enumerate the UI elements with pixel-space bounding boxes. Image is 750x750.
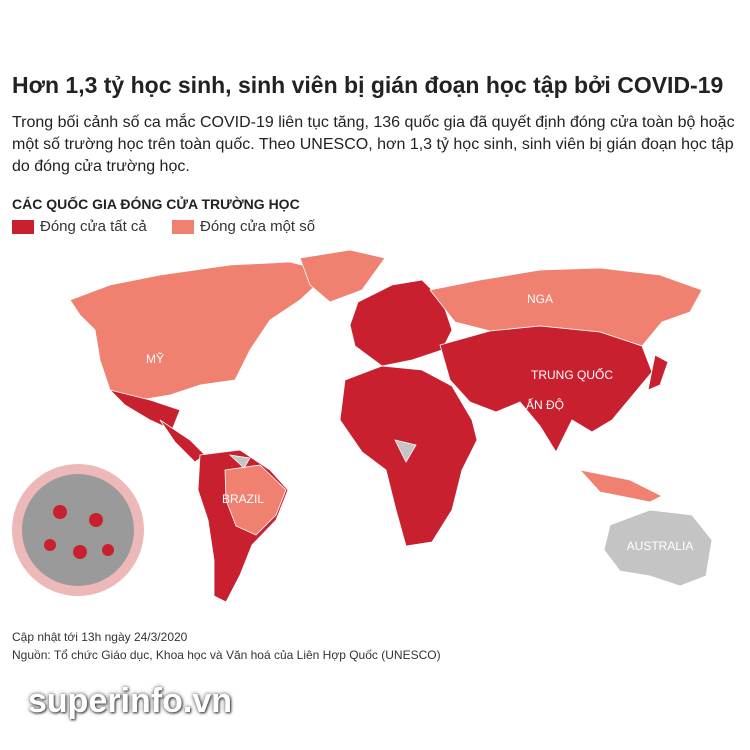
update-note: Cập nhật tới 13h ngày 24/3/2020 xyxy=(12,630,188,644)
legend-label: Đóng cửa tất cả xyxy=(40,218,147,235)
greenland xyxy=(299,249,386,303)
brazil xyxy=(224,464,287,536)
description: Trong bối cảnh số ca mắc COVID-19 liên t… xyxy=(12,114,735,175)
virus-body xyxy=(22,474,134,586)
regions xyxy=(69,249,713,603)
virus-spike xyxy=(102,544,114,556)
map-label: NGA xyxy=(527,292,553,306)
virus-spike xyxy=(44,539,56,551)
japan xyxy=(647,354,669,391)
legend-swatch xyxy=(12,219,34,234)
virus xyxy=(12,464,144,596)
world-map: NGA MỸ TRUNG QUỐC ẤN ĐỘ BRAZIL AUSTRALIA xyxy=(12,249,713,603)
north-america xyxy=(69,261,331,401)
map-label: ẤN ĐỘ xyxy=(526,397,564,412)
map-labels: NGA MỸ TRUNG QUỐC ẤN ĐỘ BRAZIL AUSTRALIA xyxy=(146,292,693,553)
virus-spike xyxy=(53,505,67,519)
title: Hơn 1,3 tỷ học sinh, sinh viên bị gián đ… xyxy=(12,72,724,98)
southeast-asia xyxy=(578,469,663,503)
legend-title: CÁC QUỐC GIA ĐÓNG CỬA TRƯỜNG HỌC xyxy=(12,196,300,212)
map-label: TRUNG QUỐC xyxy=(531,367,613,382)
central-america xyxy=(159,419,206,463)
no-data xyxy=(394,439,417,463)
no-data xyxy=(228,454,251,469)
map-label: AUSTRALIA xyxy=(627,539,694,553)
virus-spike xyxy=(73,545,87,559)
virus-spike xyxy=(89,513,103,527)
legend-label: Đóng cửa một số xyxy=(200,218,316,235)
asia xyxy=(439,325,653,453)
watermark: superinfo.vn xyxy=(28,682,233,720)
map-label: MỸ xyxy=(146,352,164,366)
source: Nguồn: Tổ chức Giáo dục, Khoa học và Văn… xyxy=(12,648,441,662)
australia xyxy=(603,509,713,587)
legend-swatch xyxy=(172,219,194,234)
legend-item: Đóng cửa tất cả xyxy=(12,218,147,235)
legend-item: Đóng cửa một số xyxy=(172,218,315,235)
map-label: BRAZIL xyxy=(222,492,264,506)
